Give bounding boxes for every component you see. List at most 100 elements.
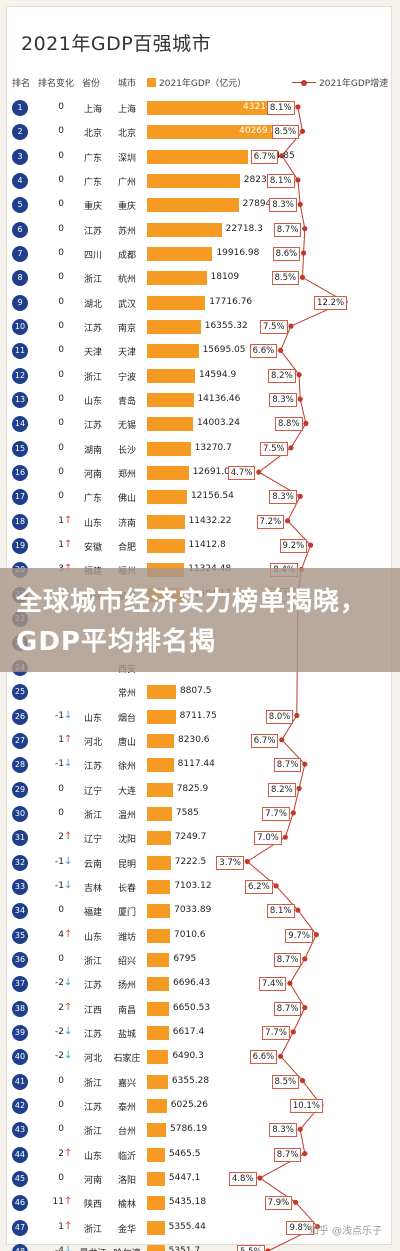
- gdp-value-label: 43214.85: [243, 102, 286, 112]
- city-label: 南昌: [117, 1005, 136, 1016]
- rank-change: 4: [58, 929, 64, 940]
- table-row: 10 0 江苏 南京 16355.32 7.5%: [0, 315, 400, 339]
- city-label: 深圳: [117, 153, 136, 164]
- gdp-bar: [147, 344, 199, 359]
- rank-badge: 1: [12, 100, 28, 116]
- city-label: 长春: [117, 883, 136, 894]
- rank-badge: 6: [12, 221, 28, 238]
- rank-change: -2: [55, 1026, 64, 1037]
- gdp-value-label: 18109: [210, 272, 240, 283]
- province-label: 湖南: [83, 445, 102, 456]
- growth-point: [302, 956, 308, 962]
- province-label: 湖北: [83, 299, 102, 310]
- province-label: 江苏: [83, 1029, 102, 1040]
- province-label: 山东: [83, 1151, 102, 1162]
- gdp-value-label: 7825.9: [176, 783, 209, 794]
- province-label: 江苏: [83, 226, 102, 237]
- gdp-value-label: 14136.46: [197, 394, 241, 405]
- province-label: 山东: [83, 397, 102, 408]
- gdp-bar: [147, 466, 189, 481]
- growth-point: [297, 201, 303, 207]
- gdp-value-label: 17716.76: [209, 296, 253, 307]
- city-label: 合肥: [117, 543, 136, 554]
- arrow-up-icon: ↑: [64, 1196, 73, 1208]
- growth-rate-label: 12.2%: [314, 295, 348, 310]
- rank-change: -2: [55, 1051, 64, 1062]
- growth-point: [314, 1224, 320, 1230]
- gdp-value-label: 19916.98: [216, 248, 260, 259]
- rank-change: 0: [58, 491, 64, 502]
- gdp-value-label: 7033.89: [174, 905, 212, 916]
- gdp-bar: [147, 1123, 166, 1138]
- rank-badge: 44: [12, 1146, 28, 1163]
- growth-point: [293, 1199, 299, 1205]
- table-row: 46 11 ↑ 陕西 榆林 5435.18 7.9%: [0, 1191, 400, 1215]
- arrow-up-icon: ↑: [64, 514, 73, 526]
- rank-change: 0: [58, 296, 64, 307]
- growth-point: [299, 1078, 306, 1084]
- growth-rate-label: 7.2%: [256, 514, 285, 529]
- city-label: 洛阳: [117, 1175, 136, 1186]
- rank-badge: 15: [12, 440, 28, 457]
- province-label: 河南: [83, 470, 102, 481]
- growth-rate-label: 8.7%: [273, 222, 302, 237]
- gdp-bar: [147, 1196, 165, 1211]
- province-label: 广东: [83, 153, 102, 164]
- table-row: 15 0 湖南 长沙 13270.7 7.5%: [0, 437, 400, 461]
- gdp-value-label: 5786.19: [170, 1124, 208, 1135]
- arrow-down-icon: ↓: [64, 977, 73, 989]
- rank-badge: 32: [12, 854, 28, 871]
- city-label: 烟台: [117, 713, 136, 724]
- header-rank: 排名: [12, 79, 31, 89]
- province-label: 陕西: [83, 1200, 102, 1211]
- gdp-bar: [147, 977, 169, 992]
- city-label: 温州: [117, 810, 136, 821]
- header-province: 省份: [82, 79, 101, 89]
- growth-rate-label: 6.6%: [249, 1050, 278, 1065]
- province-label: 黑龙江: [78, 1246, 108, 1251]
- gdp-value-label: 5435.18: [168, 1197, 207, 1208]
- growth-rate-label: 8.3%: [269, 198, 297, 213]
- gdp-bar: [147, 879, 171, 894]
- gdp-bar: [147, 928, 170, 943]
- gdp-bar: [147, 806, 172, 821]
- gdp-value-label: 8117.44: [177, 759, 215, 770]
- growth-point: [295, 907, 301, 913]
- province-label: 辽宁: [83, 786, 102, 797]
- growth-rate-label: 8.0%: [265, 709, 294, 724]
- gdp-bar: [147, 831, 171, 846]
- growth-point: [287, 980, 293, 986]
- gdp-bar: [147, 514, 185, 529]
- gdp-bar: [147, 368, 195, 383]
- rank-change: 1: [58, 515, 64, 526]
- rank-badge: 39: [12, 1024, 28, 1041]
- growth-rate-label: 8.6%: [272, 247, 301, 262]
- gdp-value-label: 27894.02: [242, 199, 286, 210]
- city-label: 常州: [117, 689, 136, 700]
- table-row: 38 2 ↑ 江西 南昌 6650.53 8.7%: [0, 997, 400, 1021]
- gdp-value-label: 6795: [173, 953, 197, 964]
- province-label: 辽宁: [83, 835, 102, 846]
- province-label: 吉林: [83, 883, 102, 894]
- growth-point: [303, 420, 309, 426]
- growth-rate-label: 8.3%: [269, 393, 297, 408]
- rank-change: 0: [58, 150, 64, 161]
- city-label: 南京: [117, 324, 136, 335]
- gdp-bar: [147, 1050, 169, 1065]
- rank-change: 0: [58, 1075, 64, 1086]
- growth-rate-label: 7.4%: [258, 977, 287, 992]
- growth-point: [296, 372, 302, 378]
- rank-change: 0: [58, 442, 64, 453]
- table-row: 39 -2 ↓ 江苏 盐城 6617.4 7.7%: [0, 1021, 400, 1045]
- growth-rate-label: 8.5%: [271, 1074, 300, 1089]
- rank-badge: 27: [12, 732, 28, 749]
- growth-rate-label: 7.5%: [260, 320, 288, 335]
- legend-growth-marker: [292, 78, 316, 87]
- gdp-bar: [147, 271, 207, 286]
- gdp-bar: [147, 782, 173, 797]
- growth-point: [285, 518, 291, 524]
- gdp-value-label: 28231.97: [243, 175, 287, 186]
- growth-rate-label: 8.1%: [266, 904, 295, 919]
- growth-point: [313, 932, 319, 938]
